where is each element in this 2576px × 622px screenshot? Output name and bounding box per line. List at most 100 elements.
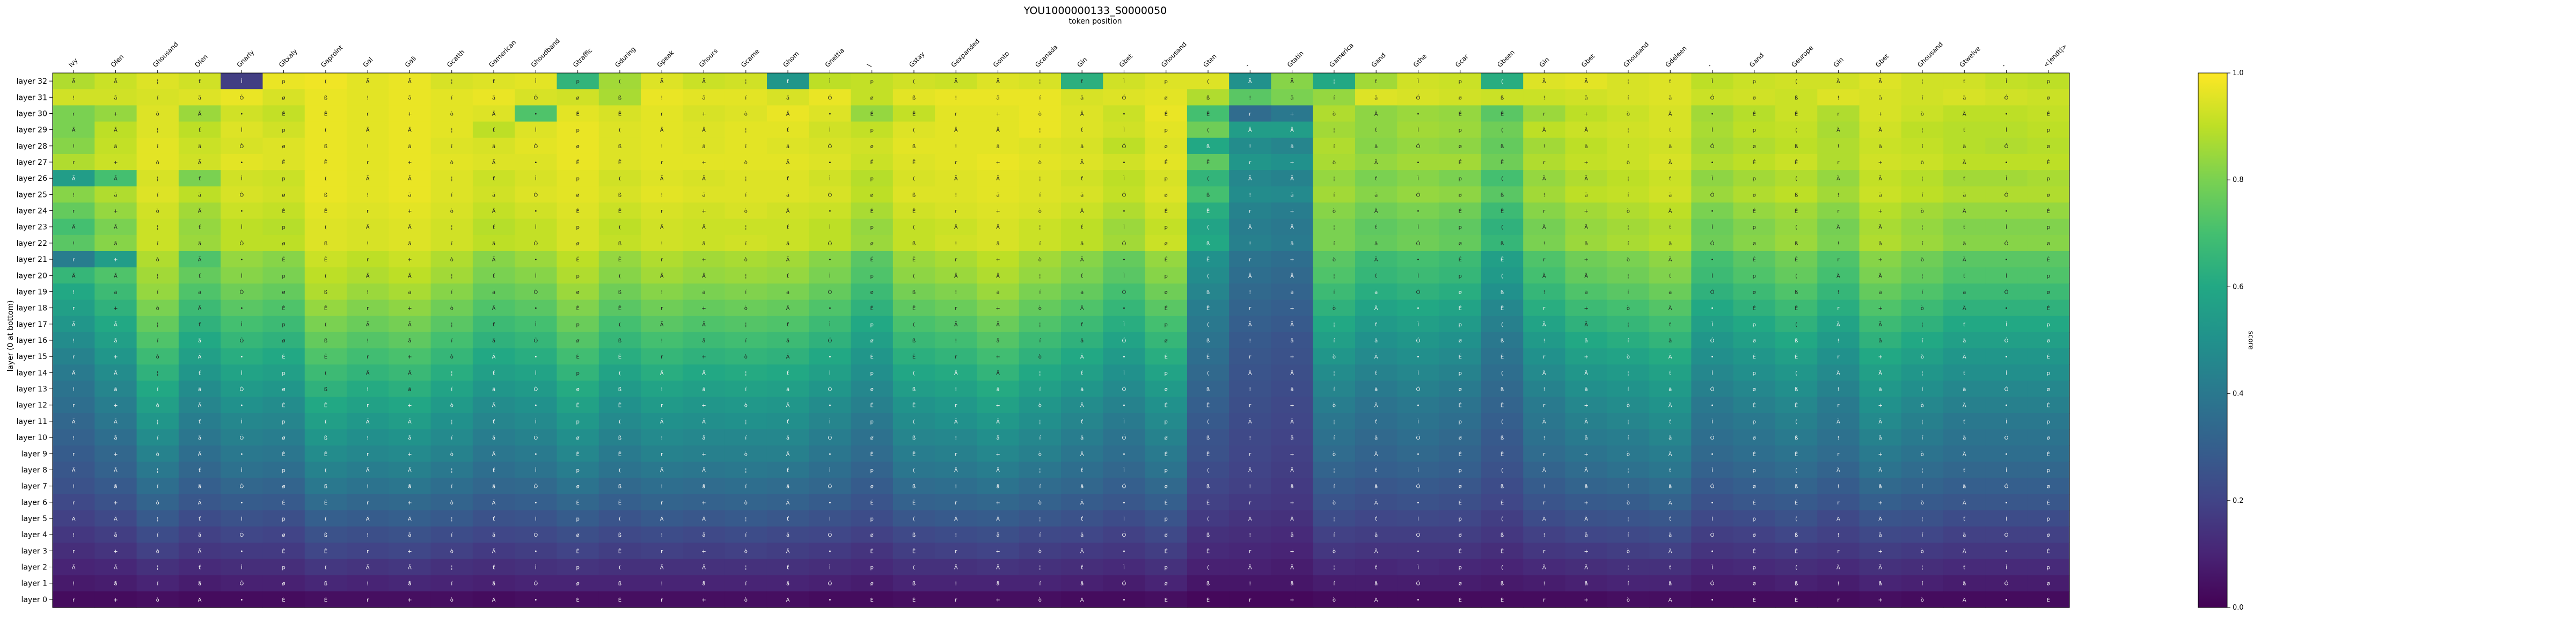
heatmap-cell-glyph: Ê	[1206, 353, 1210, 360]
heatmap-cell	[1901, 202, 1944, 219]
heatmap-cell-glyph: Ä	[1668, 159, 1672, 166]
heatmap-cell-glyph: Ê	[618, 596, 621, 603]
heatmap-cell-glyph: •	[240, 403, 243, 409]
heatmap-cell-glyph: ¦	[451, 467, 452, 473]
heatmap-cell-glyph: Ä	[1542, 466, 1546, 473]
heatmap-cell-glyph: Ä	[660, 224, 664, 231]
heatmap-cell-glyph: ß	[324, 338, 327, 344]
heatmap-cell-glyph: Ì	[829, 175, 831, 182]
heatmap-cell-glyph: ä	[1668, 338, 1672, 344]
heatmap-cell	[136, 89, 179, 106]
heatmap-cell-glyph: ò	[450, 208, 453, 215]
heatmap-cell	[1439, 170, 1482, 187]
y-tick-label: layer 8	[21, 466, 47, 474]
heatmap-cell-glyph: p	[1753, 370, 1756, 376]
heatmap-cell	[557, 267, 599, 284]
heatmap-cell	[178, 267, 221, 284]
heatmap-cell-glyph: É	[1459, 208, 1462, 215]
heatmap-cell-glyph: p	[282, 419, 285, 425]
heatmap-cell-glyph: Ä	[1836, 78, 1840, 85]
heatmap-cell-glyph: Ó	[828, 143, 832, 150]
heatmap-cell-glyph: É	[282, 353, 285, 360]
heatmap-cell-glyph: ā	[408, 95, 411, 101]
y-tick-label: layer 22	[17, 239, 47, 248]
heatmap-cell-glyph: ò	[1921, 403, 1924, 409]
heatmap-cell	[1229, 202, 1272, 219]
heatmap-cell-glyph: p	[1753, 79, 1756, 85]
heatmap-cell-glyph: ø	[576, 289, 580, 295]
heatmap-cell-glyph: ť	[493, 175, 495, 182]
heatmap-cell-glyph: Ó	[1710, 191, 1715, 198]
heatmap-cell-glyph: !	[955, 484, 957, 490]
heatmap-cell-glyph: ß	[1795, 95, 1798, 101]
heatmap-cell	[641, 251, 683, 268]
heatmap-cell-glyph: ä	[198, 387, 201, 393]
heatmap-cell-glyph: Ì	[1711, 127, 1713, 134]
heatmap-cell-glyph: (	[1207, 467, 1209, 473]
heatmap-cell-glyph: ť	[1963, 127, 1965, 134]
heatmap-cell-glyph: ¦	[451, 516, 452, 522]
heatmap-cell-glyph: •	[828, 209, 831, 215]
heatmap-cell-glyph: Ã	[996, 127, 1000, 134]
heatmap-cell	[1565, 267, 1608, 284]
heatmap-cell-glyph: p	[282, 370, 285, 376]
heatmap-cell-glyph: p	[870, 225, 874, 231]
heatmap-cell-glyph: Ó	[239, 94, 244, 101]
heatmap-cell-glyph: ¦	[1333, 128, 1335, 134]
heatmap-cell-glyph: Ì	[829, 127, 831, 134]
heatmap-cell-glyph: É	[1459, 547, 1462, 554]
y-tick-label: layer 14	[17, 369, 47, 377]
heatmap-cell-glyph: •	[1417, 403, 1420, 409]
heatmap-cell	[1439, 153, 1482, 171]
heatmap-cell	[304, 186, 347, 203]
heatmap-cell	[1271, 235, 1314, 252]
heatmap-cell-glyph: +	[113, 111, 118, 117]
heatmap-cell-glyph: Ê	[1501, 159, 1504, 166]
heatmap-cell-glyph: ä	[786, 241, 789, 247]
heatmap-cell-glyph: (	[1795, 370, 1797, 376]
heatmap-cell-glyph: •	[240, 111, 243, 117]
heatmap-cell	[2027, 251, 2070, 268]
heatmap-cell	[304, 267, 347, 284]
heatmap-cell-glyph: ä	[492, 532, 495, 538]
heatmap-cell-glyph: ā	[702, 387, 705, 393]
y-tick-label: layer 6	[21, 499, 48, 507]
heatmap-cell	[347, 186, 389, 203]
heatmap-cell	[430, 170, 473, 187]
heatmap-cell-glyph: ť	[787, 565, 789, 571]
heatmap-cell-glyph: ¦	[157, 128, 158, 134]
heatmap-cell-glyph: !	[1249, 484, 1251, 490]
heatmap-cell	[1649, 202, 1692, 219]
heatmap-cell-glyph: ā	[702, 192, 705, 198]
heatmap-cell-glyph: Ó	[533, 337, 538, 344]
heatmap-cell	[1229, 299, 1272, 317]
heatmap-cell-glyph: p	[576, 467, 579, 473]
heatmap-cell	[1355, 251, 1397, 268]
heatmap-cell-glyph: !	[72, 581, 75, 587]
heatmap-cell-glyph: Ä	[954, 127, 958, 134]
heatmap-cell-glyph: Ä	[72, 321, 76, 328]
heatmap-cell-glyph: p	[1459, 225, 1462, 231]
heatmap-cell-glyph: ť	[1669, 78, 1671, 85]
heatmap-cell-glyph: Ä	[1080, 596, 1084, 603]
heatmap-cell-glyph: Ä	[1542, 515, 1546, 522]
heatmap-cell-glyph: Ä	[492, 159, 496, 166]
y-tick-label: layer 24	[17, 207, 47, 216]
heatmap-cell	[1355, 299, 1397, 317]
heatmap-cell-glyph: ø	[2047, 532, 2050, 538]
heatmap-cell-glyph: ť	[493, 370, 495, 376]
heatmap-cell	[1691, 283, 1734, 301]
heatmap-cell-glyph: +	[1290, 451, 1294, 457]
y-tick-label: layer 20	[17, 272, 47, 280]
heatmap-cell-glyph: ø	[870, 532, 874, 538]
heatmap-cell-glyph: ť	[1963, 370, 1965, 376]
heatmap-cell-glyph: !	[367, 338, 369, 344]
heatmap-cell	[1397, 170, 1440, 187]
heatmap-cell	[389, 121, 431, 138]
heatmap-cell-glyph: Ä	[1963, 499, 1966, 506]
heatmap-cell	[262, 153, 305, 171]
heatmap-cell	[935, 202, 978, 219]
heatmap-cell-glyph: Ã	[996, 78, 1000, 85]
heatmap-cell-glyph: •	[534, 111, 537, 117]
heatmap-cell-glyph: ¦	[1921, 370, 1923, 376]
